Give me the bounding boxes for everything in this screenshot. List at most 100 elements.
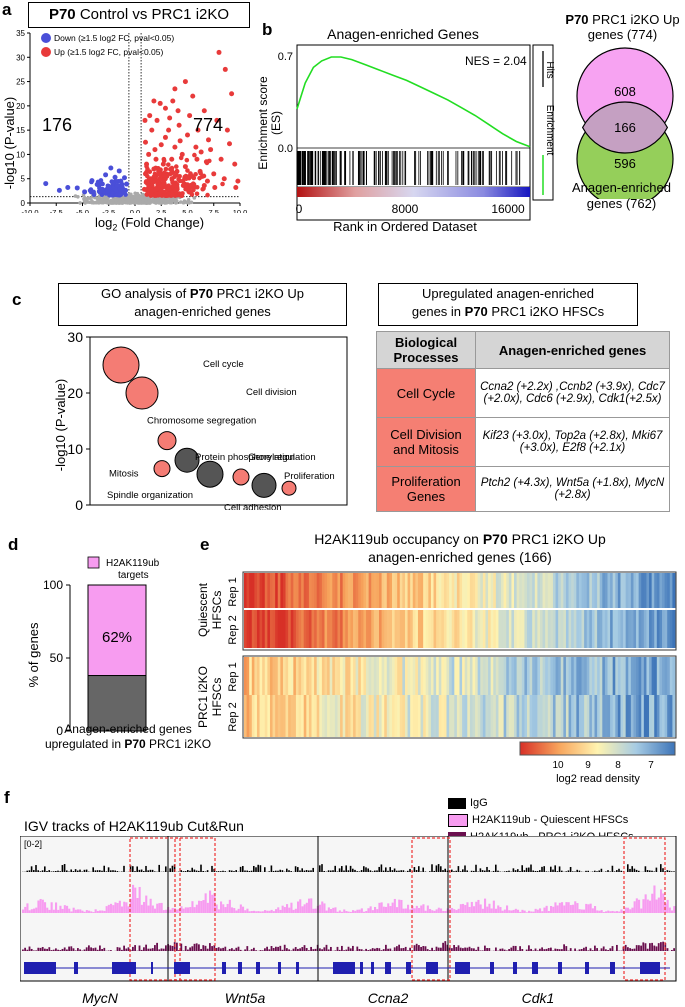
- i2ko-signal: [578, 949, 581, 951]
- quiescent-signal: [312, 908, 315, 913]
- rep2-q: Rep 2: [227, 615, 239, 644]
- heatmap-cell: [384, 657, 388, 695]
- igg-signal: [231, 870, 233, 872]
- igg-signal: [422, 867, 424, 872]
- igg-signal: [572, 871, 574, 872]
- quiescent-signal: [332, 907, 335, 913]
- heatmap-cell: [563, 657, 567, 695]
- heatmap-cell: [293, 610, 297, 648]
- heatmap-cell: [345, 573, 349, 608]
- quiescent-signal: [435, 909, 438, 913]
- heatmap-cell: [511, 573, 515, 608]
- quiescent-signal: [147, 905, 150, 913]
- i2ko-signal: [281, 949, 284, 951]
- heatmap-cell: [303, 695, 307, 737]
- quiescent-signal: [572, 904, 575, 913]
- heatmap-cell: [610, 695, 614, 737]
- quiescent-signal: [321, 901, 324, 913]
- i2ko-signal: [642, 942, 645, 951]
- heatmap-cell: [529, 573, 533, 608]
- quiescent-signal: [343, 909, 346, 913]
- point-up: [154, 117, 160, 123]
- quiescent-signal: [488, 903, 491, 913]
- heatmap-cell: [454, 657, 458, 695]
- exon: [585, 962, 589, 974]
- heatmap-cell: [298, 573, 302, 608]
- quiescent-signal: [74, 909, 77, 913]
- i2ko-signal: [536, 950, 539, 951]
- point-up: [195, 127, 201, 133]
- heatmap-cell: [623, 610, 627, 648]
- promoter-box: [623, 837, 666, 981]
- point-down: [117, 191, 122, 197]
- heatmap-cell: [353, 573, 357, 608]
- quiescent-signal: [33, 908, 36, 913]
- heatmap-cell: [545, 610, 549, 648]
- i2ko-signal: [143, 947, 145, 951]
- i2ko-signal: [528, 945, 530, 951]
- igg-signal: [587, 870, 589, 872]
- igg-signal: [525, 867, 528, 872]
- heatmap-cell: [267, 695, 271, 737]
- heatmap-cell: [508, 657, 512, 695]
- point-up: [172, 86, 178, 92]
- igg-signal: [63, 864, 66, 872]
- i2ko-signal: [457, 945, 460, 951]
- quiescent-signal: [68, 908, 71, 913]
- igg-signal: [528, 867, 530, 872]
- igg-signal: [459, 871, 462, 872]
- group2-a: PRC1 i2KO: [196, 666, 210, 728]
- i2ko-signal: [319, 948, 321, 951]
- i2ko-signal: [358, 949, 361, 951]
- igg-signal: [37, 870, 39, 872]
- point-up: [187, 113, 193, 119]
- heatmap-cell: [288, 657, 292, 695]
- heatmap-cell: [386, 610, 390, 648]
- quiescent-signal: [591, 908, 594, 913]
- i2ko-signal: [393, 947, 396, 951]
- heatmap-cell: [625, 695, 629, 737]
- quiescent-signal: [134, 887, 137, 913]
- quiescent-signal: [268, 910, 271, 913]
- venn-title-rest: PRC1 i2KO Up: [588, 12, 680, 27]
- igg-signal: [52, 871, 55, 872]
- heatmap-cell: [254, 610, 258, 648]
- point-up: [167, 115, 173, 121]
- heatmap-cell: [501, 610, 505, 648]
- heatmap-cell: [329, 695, 333, 737]
- heatmap-cell: [425, 573, 429, 608]
- i2ko-signal: [246, 946, 249, 951]
- heatmap-cell: [246, 610, 250, 648]
- quiescent-signal: [182, 908, 185, 913]
- heatmap-cell: [412, 573, 416, 608]
- heatmap-cell: [244, 657, 247, 695]
- quiescent-signal: [239, 904, 242, 913]
- heatmap-cell: [539, 657, 543, 695]
- heatmap-cell: [404, 695, 408, 737]
- exon: [426, 962, 438, 974]
- igg-signal: [607, 870, 609, 872]
- i2ko-signal: [202, 945, 205, 951]
- point-up: [162, 105, 168, 111]
- quiescent-signal: [255, 911, 258, 913]
- heatmap-cell: [578, 610, 582, 648]
- heatmap-cell: [332, 657, 336, 695]
- exon: [532, 962, 538, 974]
- point-up: [146, 151, 152, 157]
- d-ytick-label: 100: [43, 578, 63, 592]
- quiescent-signal: [369, 906, 372, 913]
- quiescent-signal: [96, 910, 99, 913]
- point-up: [186, 187, 192, 193]
- quiescent-signal: [457, 908, 460, 913]
- heatmap-cell: [615, 573, 619, 608]
- heatmap-cell: [477, 657, 481, 695]
- quiescent-signal: [404, 908, 407, 913]
- heatmap-cell: [628, 610, 632, 648]
- heatmap-cell: [410, 610, 414, 648]
- heatmap-cell: [454, 573, 458, 608]
- i2ko-signal: [499, 948, 502, 951]
- group1-b: HFSCs: [210, 591, 224, 630]
- quiescent-signal: [629, 909, 632, 913]
- igg-signal: [385, 867, 387, 872]
- igg-signal: [565, 871, 567, 872]
